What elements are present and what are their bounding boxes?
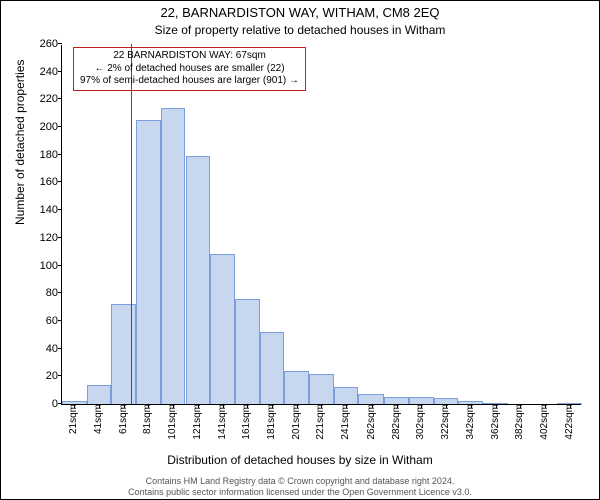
histogram-bar [334,387,359,404]
histogram-bar [309,374,334,404]
xtick-label: 61sqm [118,404,129,434]
histogram-bar [409,397,434,404]
ytick-label: 60 [46,315,62,327]
xtick-label: 101sqm [167,404,178,440]
histogram-bar [62,401,87,404]
ytick-mark [58,209,62,210]
xtick-label: 141sqm [217,404,228,440]
histogram-bar [384,397,409,404]
xtick-label: 241sqm [340,404,351,440]
ytick-mark [58,98,62,99]
xtick-label: 302sqm [415,404,426,440]
histogram-bar [235,299,260,404]
annotation-line3: 97% of semi-detached houses are larger (… [80,75,299,88]
ytick-label: 160 [40,176,62,188]
ytick-mark [58,375,62,376]
plot-area: 02040608010012014016018020022024026021sq… [61,45,581,405]
footer: Contains HM Land Registry data © Crown c… [1,476,599,497]
chart-container: 22, BARNARDISTON WAY, WITHAM, CM8 2EQ Si… [0,0,600,500]
ytick-label: 260 [40,38,62,50]
title-subtitle: Size of property relative to detached ho… [1,23,599,37]
xtick-label: 201sqm [291,404,302,440]
title-main: 22, BARNARDISTON WAY, WITHAM, CM8 2EQ [1,5,599,20]
histogram-bar [186,156,211,404]
xtick-label: 382sqm [514,404,525,440]
plot-inner: 02040608010012014016018020022024026021sq… [61,45,581,405]
ytick-mark [58,265,62,266]
histogram-bar [458,401,483,404]
histogram-bar [210,254,235,404]
ytick-mark [58,43,62,44]
xtick-label: 402sqm [539,404,550,440]
annotation-box: 22 BARNARDISTON WAY: 67sqm ← 2% of detac… [73,47,306,91]
histogram-bar [358,394,384,404]
histogram-bar [483,403,508,404]
histogram-bar [557,403,582,404]
xtick-label: 422sqm [564,404,575,440]
ytick-label: 0 [52,398,62,410]
histogram-bar [111,304,136,404]
ytick-mark [58,126,62,127]
ytick-label: 20 [46,370,62,382]
ytick-label: 200 [40,121,62,133]
y-axis-label: Number of detached properties [13,60,27,225]
marker-line [131,44,132,404]
ytick-mark [58,292,62,293]
xtick-label: 81sqm [142,404,153,434]
xtick-label: 322sqm [440,404,451,440]
ytick-mark [58,320,62,321]
footer-line2: Contains public sector information licen… [1,487,599,497]
ytick-mark [58,154,62,155]
ytick-mark [58,71,62,72]
histogram-bar [434,398,459,404]
ytick-label: 100 [40,260,62,272]
histogram-bar [260,332,285,404]
xtick-label: 342sqm [465,404,476,440]
xtick-label: 282sqm [391,404,402,440]
histogram-bar [284,371,309,404]
ytick-label: 120 [40,232,62,244]
histogram-bar [136,120,161,404]
xtick-label: 41sqm [93,404,104,434]
ytick-label: 240 [40,66,62,78]
ytick-mark [58,237,62,238]
histogram-bar [161,108,186,404]
annotation-line2: ← 2% of detached houses are smaller (22) [80,63,299,76]
ytick-label: 180 [40,149,62,161]
footer-line1: Contains HM Land Registry data © Crown c… [1,476,599,486]
ytick-label: 80 [46,287,62,299]
ytick-label: 220 [40,93,62,105]
ytick-label: 40 [46,343,62,355]
xtick-label: 362sqm [490,404,501,440]
histogram-bar [87,385,112,404]
ytick-mark [58,181,62,182]
x-axis-label: Distribution of detached houses by size … [1,453,599,467]
xtick-label: 181sqm [266,404,277,440]
xtick-label: 262sqm [366,404,377,440]
xtick-label: 121sqm [192,404,203,440]
xtick-label: 21sqm [68,404,79,434]
xtick-label: 221sqm [315,404,326,440]
ytick-mark [58,348,62,349]
annotation-line1: 22 BARNARDISTON WAY: 67sqm [80,50,299,63]
xtick-label: 161sqm [241,404,252,440]
ytick-label: 140 [40,204,62,216]
